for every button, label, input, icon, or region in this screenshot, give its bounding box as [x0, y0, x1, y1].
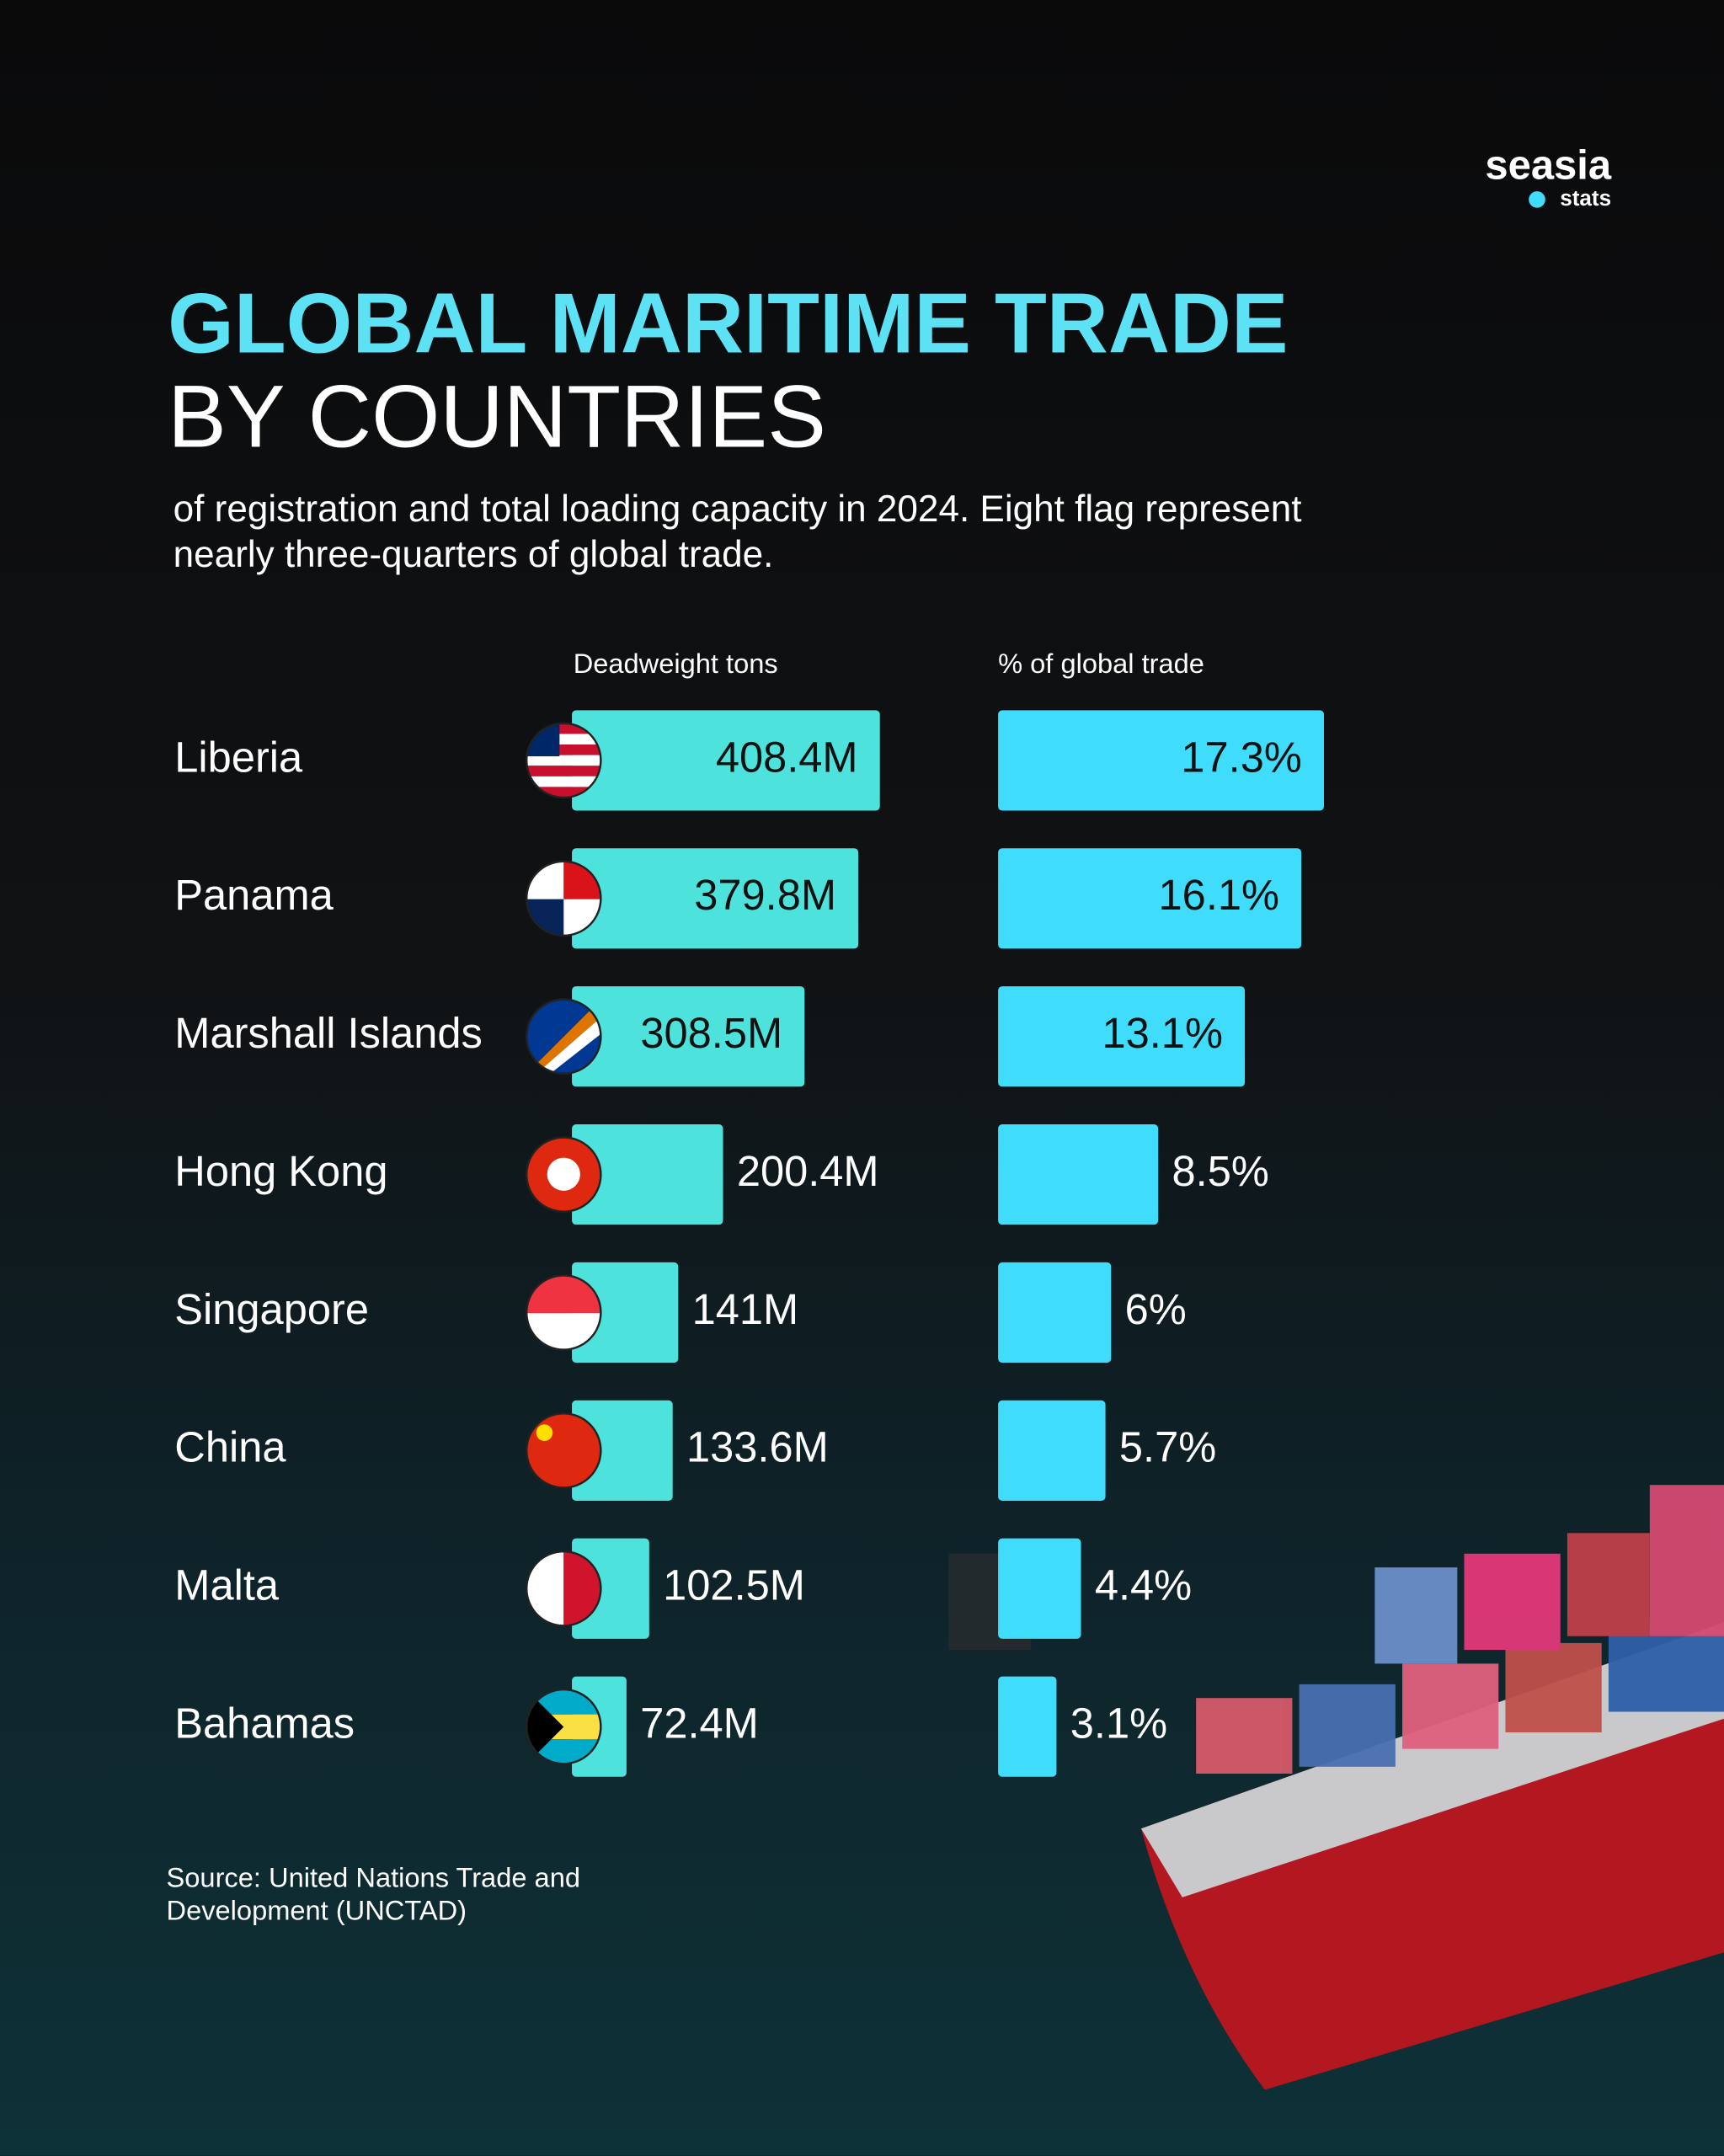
value-label: 102.5M — [663, 1561, 805, 1609]
flag-bg — [526, 1413, 601, 1488]
bar — [998, 710, 1324, 811]
value-label: 72.4M — [640, 1700, 759, 1748]
subtitle: nearly three-quarters of global trade. — [173, 534, 774, 575]
category-label: Hong Kong — [174, 1147, 387, 1195]
source: Source: United Nations Trade and — [167, 1861, 580, 1892]
value-label: 8.5% — [1172, 1147, 1269, 1195]
bar — [998, 848, 1302, 949]
bar — [998, 1400, 1106, 1501]
source: Development (UNCTAD) — [167, 1894, 467, 1925]
bar — [572, 1400, 673, 1501]
bar — [572, 986, 805, 1087]
bar — [998, 1262, 1112, 1364]
bar — [572, 1262, 679, 1364]
bar — [998, 1676, 1057, 1777]
category-label: Bahamas — [174, 1700, 355, 1748]
value-label: 408.4M — [716, 733, 858, 781]
subtitle: of registration and total loading capaci… — [173, 488, 1302, 530]
bar — [998, 1124, 1159, 1225]
value-label: 3.1% — [1070, 1700, 1167, 1748]
value-label: 17.3% — [1181, 733, 1301, 781]
flag-outline — [525, 1274, 602, 1351]
bar — [998, 986, 1246, 1087]
flag-outline — [525, 1688, 602, 1765]
category-label: Liberia — [174, 733, 303, 781]
brand-name: seasia — [1485, 142, 1612, 188]
flag-stripe — [526, 776, 601, 787]
value-label: 133.6M — [686, 1423, 829, 1471]
column-header: Deadweight tons — [574, 648, 778, 679]
flag-outline — [525, 860, 602, 937]
brand-sub: stats — [1560, 185, 1611, 211]
flag — [526, 1413, 601, 1488]
value-label: 4.4% — [1095, 1561, 1192, 1609]
category-label: Malta — [174, 1561, 280, 1609]
flag-star — [536, 1424, 553, 1441]
category-label: China — [174, 1423, 286, 1471]
value-label: 16.1% — [1159, 871, 1279, 919]
bar — [572, 848, 859, 949]
flag-stripe — [526, 766, 601, 776]
category-label: Panama — [174, 871, 334, 919]
bar — [998, 1538, 1081, 1639]
value-label: 141M — [692, 1285, 799, 1333]
flag-outline — [525, 1136, 602, 1213]
value-label: 200.4M — [737, 1147, 879, 1195]
chart-title: GLOBAL MARITIME TRADE — [168, 276, 1288, 371]
bar — [572, 1124, 723, 1225]
value-label: 379.8M — [694, 871, 836, 919]
value-label: 13.1% — [1102, 1009, 1222, 1057]
chart-title-line2: BY COUNTRIES — [168, 368, 826, 467]
flag-tri — [526, 1689, 564, 1764]
flag-outline — [525, 1550, 602, 1627]
flag — [526, 1137, 601, 1212]
flag-outline — [525, 998, 602, 1075]
flag-outline — [525, 722, 602, 799]
category-label: Marshall Islands — [174, 1009, 483, 1057]
ship-illustration — [948, 1485, 1724, 2090]
column-header: % of global trade — [998, 648, 1204, 679]
flag — [526, 999, 601, 1074]
value-label: 5.7% — [1119, 1423, 1216, 1471]
value-label: 308.5M — [640, 1009, 782, 1057]
flag-stripe — [526, 755, 601, 766]
brand-dot — [1529, 191, 1545, 208]
category-label: Singapore — [174, 1285, 369, 1333]
flag-flower — [547, 1157, 580, 1191]
bar — [572, 710, 880, 811]
value-label: 6% — [1125, 1285, 1187, 1333]
flag-outline — [525, 1412, 602, 1489]
